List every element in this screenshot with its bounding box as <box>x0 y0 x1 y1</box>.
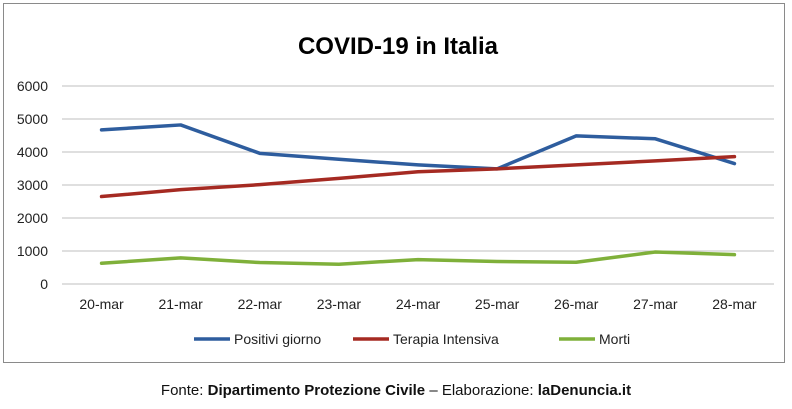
footer-source: Dipartimento Protezione Civile <box>207 382 426 399</box>
series-line <box>99 154 737 199</box>
series-lines <box>99 123 737 266</box>
footer-middle: – Elaborazione: <box>425 382 538 399</box>
x-tick-label: 21-mar <box>158 296 203 312</box>
chart-svg: COVID-19 in Italia 0 1000 2000 3000 4000 5000… <box>17 33 774 347</box>
x-tick-label: 28-mar <box>712 296 757 312</box>
y-tick-label: 4000 <box>17 144 48 160</box>
x-tick-label: 20-mar <box>79 296 124 312</box>
y-tick-label: 2000 <box>17 210 48 226</box>
legend-label: Terapia Intensiva <box>393 331 499 347</box>
legend: Positivi giorno Terapia Intensiva Morti <box>194 331 630 347</box>
series-line <box>99 250 737 266</box>
chart-frame: COVID-19 in Italia 0 1000 2000 3000 4000 5000… <box>3 3 785 363</box>
y-tick-label: 5000 <box>17 111 48 127</box>
legend-label: Positivi giorno <box>234 331 321 347</box>
y-tick-label: 6000 <box>17 78 48 94</box>
x-tick-label: 27-mar <box>633 296 678 312</box>
x-tick-label: 23-mar <box>317 296 362 312</box>
y-tick-label: 0 <box>40 276 48 292</box>
footer-prefix: Fonte: <box>160 382 208 399</box>
series-line <box>99 123 737 171</box>
legend-label: Morti <box>599 331 630 347</box>
y-axis-ticks: 0 1000 2000 3000 4000 5000 6000 <box>17 78 48 292</box>
x-tick-label: 24-mar <box>396 296 441 312</box>
x-tick-label: 26-mar <box>554 296 599 312</box>
footer-author: laDenuncia.it <box>537 382 632 399</box>
y-tick-label: 1000 <box>17 243 48 259</box>
x-axis-ticks: 20-mar 21-mar 22-mar 23-mar 24-mar 25-mar 26-m… <box>79 296 757 312</box>
x-tick-label: 22-mar <box>238 296 283 312</box>
chart-title: COVID-19 in Italia <box>298 33 499 60</box>
y-tick-label: 3000 <box>17 177 48 193</box>
footer-credit: Fonte: Dipartimento Protezione Civile – … <box>0 382 792 399</box>
x-tick-label: 25-mar <box>475 296 520 312</box>
grid-lines <box>62 85 774 285</box>
